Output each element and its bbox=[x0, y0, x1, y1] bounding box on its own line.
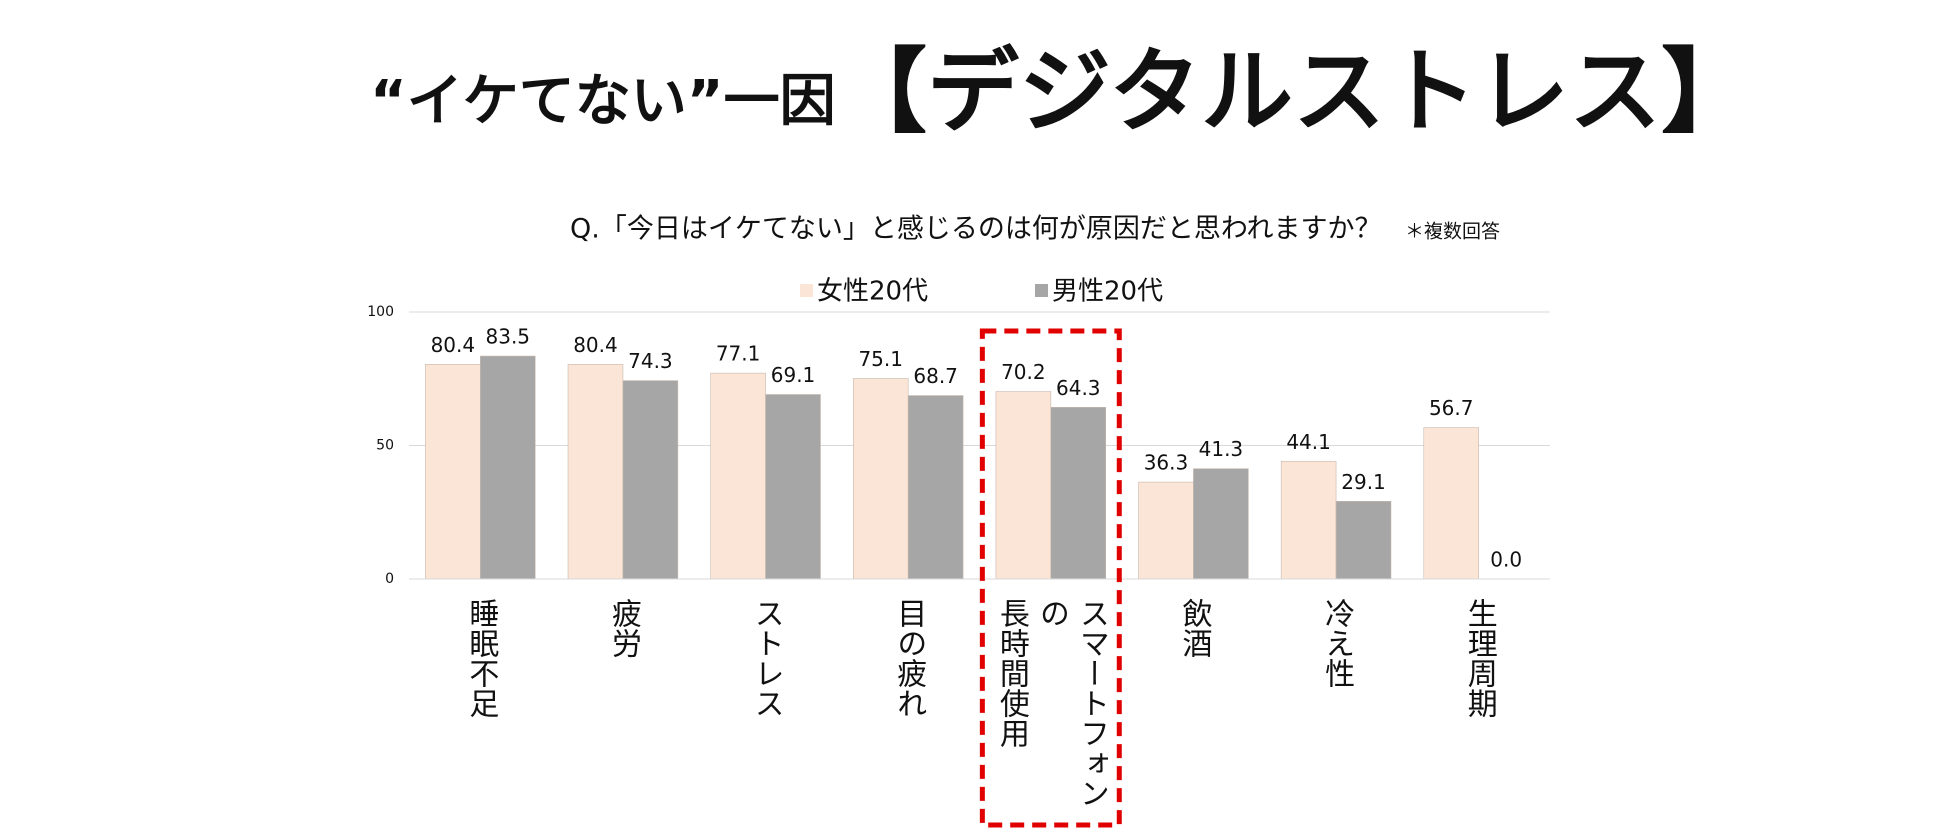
value-label: 77.1 bbox=[716, 342, 761, 366]
bar bbox=[1193, 468, 1249, 580]
highlight-box bbox=[979, 328, 1122, 828]
value-label: 64.3 bbox=[1056, 376, 1101, 400]
value-label: 83.5 bbox=[486, 325, 531, 349]
bar bbox=[480, 355, 536, 580]
bar bbox=[1335, 501, 1392, 580]
bar bbox=[1138, 481, 1194, 580]
value-label: 80.4 bbox=[573, 333, 618, 357]
chart-subtitle: Q.「今日はイケてない」と感じるのは何が原因だと思われますか？ bbox=[570, 214, 1381, 245]
y-tick-label: 0 bbox=[385, 571, 394, 587]
bar bbox=[567, 364, 624, 580]
x-tick-label: スマートフォンの 長時間使用 bbox=[993, 598, 1109, 808]
x-tick-label: 疲労 bbox=[605, 598, 641, 658]
bar bbox=[622, 380, 679, 580]
value-label: 41.3 bbox=[1199, 437, 1244, 461]
value-label: 75.1 bbox=[858, 347, 903, 371]
value-label: 36.3 bbox=[1144, 451, 1189, 475]
legend-label: 男性20代 bbox=[1052, 277, 1163, 307]
bar bbox=[710, 372, 766, 580]
bar bbox=[765, 394, 821, 580]
chart-title-emphasis: 【デジタルストレス】 bbox=[835, 38, 1753, 145]
x-tick-label: 冷え性 bbox=[1319, 598, 1355, 688]
y-tick-label: 50 bbox=[376, 438, 394, 454]
x-tick-label: ストレス bbox=[748, 598, 784, 718]
x-tick-label: 生理周期 bbox=[1461, 598, 1497, 718]
value-label: 70.2 bbox=[1001, 360, 1046, 384]
y-tick-label: 100 bbox=[367, 304, 394, 320]
x-tick-label: 睡眠不足 bbox=[463, 598, 499, 718]
value-label: 80.4 bbox=[431, 333, 476, 357]
bar bbox=[1280, 460, 1337, 580]
legend-swatch bbox=[800, 284, 813, 297]
value-label: 69.1 bbox=[771, 363, 816, 387]
value-label: 0.0 bbox=[1490, 548, 1522, 572]
value-label: 74.3 bbox=[628, 349, 673, 373]
bar bbox=[995, 391, 1052, 580]
value-label: 44.1 bbox=[1286, 430, 1331, 454]
bar bbox=[907, 395, 964, 580]
legend-swatch bbox=[1035, 284, 1048, 297]
bar bbox=[1050, 407, 1107, 580]
x-tick-label: 目の疲れ bbox=[891, 598, 927, 718]
bar bbox=[425, 364, 481, 580]
bar bbox=[852, 378, 909, 580]
value-label: 29.1 bbox=[1341, 470, 1386, 494]
value-label: 56.7 bbox=[1429, 396, 1474, 420]
value-label: 68.7 bbox=[913, 364, 958, 388]
legend-label: 女性20代 bbox=[817, 277, 928, 307]
chart-title: “イケてない”一因 bbox=[370, 69, 836, 134]
x-tick-label: 飲酒 bbox=[1176, 598, 1212, 658]
bar bbox=[1423, 427, 1479, 580]
chart-note: ＊複数回答 bbox=[1405, 221, 1500, 243]
